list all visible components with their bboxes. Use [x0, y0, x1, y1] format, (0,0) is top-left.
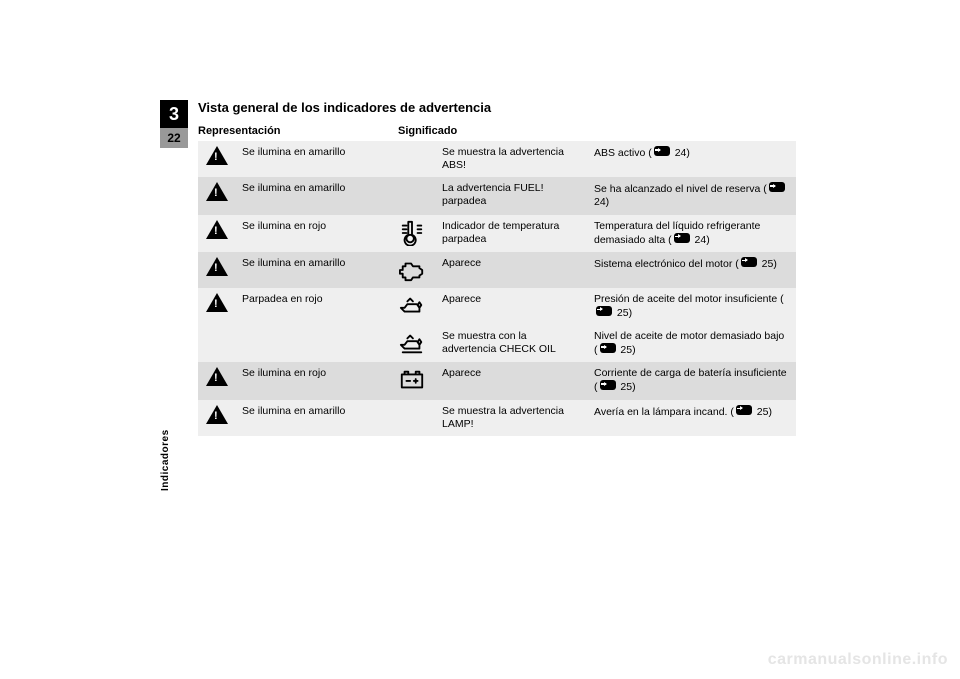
warning-triangle-icon: [198, 252, 236, 288]
meaning-text: Corriente de carga de batería insuficien…: [588, 362, 796, 399]
table-row: Se muestra con la advertencia CHECK OILN…: [198, 325, 796, 362]
light-behavior-text: Se ilumina en amarillo: [236, 252, 388, 288]
table-row: Se ilumina en amarillo Se muestra la adve…: [198, 141, 796, 177]
meaning-text: Presión de aceite del motor insuficiente…: [588, 288, 796, 325]
chapter-tab: 3: [160, 100, 188, 128]
warning-triangle-icon: [198, 362, 236, 399]
warning-triangle-icon: [198, 288, 236, 325]
warning-triangle-icon: [198, 325, 236, 362]
warning-triangle-icon: [198, 215, 236, 252]
indicator-label: Se muestra la advertencia ABS!: [436, 141, 588, 177]
meaning-text: Se ha alcanzado el nivel de reserva ( 24…: [588, 177, 796, 214]
page-ref-icon: [600, 343, 616, 353]
light-behavior-text: Se ilumina en rojo: [236, 215, 388, 252]
warning-triangle-icon: [198, 141, 236, 177]
oil-icon: [388, 288, 436, 325]
light-behavior-text: Se ilumina en amarillo: [236, 141, 388, 177]
column-headers: Representación Significado: [198, 121, 796, 141]
warning-triangle-icon: [198, 177, 236, 214]
no-icon: [388, 400, 436, 436]
col-meaning: Significado: [398, 125, 457, 137]
page-ref-icon: [736, 405, 752, 415]
table-row: Se ilumina en amarillo ApareceSistema el…: [198, 252, 796, 288]
indicator-label: Se muestra con la advertencia CHECK OIL: [436, 325, 588, 362]
table-row: Se ilumina en amarillo La advertencia FUE…: [198, 177, 796, 214]
light-behavior-text: [236, 325, 388, 362]
page-ref-icon: [769, 182, 785, 192]
watermark: carmanualsonline.info: [768, 651, 948, 669]
light-behavior-text: Parpadea en rojo: [236, 288, 388, 325]
meaning-text: Nivel de aceite de motor demasiado bajo …: [588, 325, 796, 362]
warning-indicators-table: Se ilumina en amarillo Se muestra la adve…: [198, 141, 796, 436]
page-ref-icon: [674, 233, 690, 243]
light-behavior-text: Se ilumina en rojo: [236, 362, 388, 399]
engine-icon: [388, 252, 436, 288]
oilcheck-icon: [388, 325, 436, 362]
warning-triangle-icon: [198, 400, 236, 436]
table-row: Se ilumina en rojo Indicador de temperat…: [198, 215, 796, 252]
indicator-label: La advertencia FUEL! parpadea: [436, 177, 588, 214]
table-row: Se ilumina en amarillo Se muestra la adve…: [198, 400, 796, 436]
page-ref-icon: [600, 380, 616, 390]
meaning-text: Avería en la lámpara incand. ( 25): [588, 400, 796, 436]
col-representation: Representación: [198, 125, 398, 137]
table-row: Parpadea en rojo AparecePresión de aceit…: [198, 288, 796, 325]
side-section-title: Indicadores: [160, 360, 188, 560]
indicator-label: Se muestra la advertencia LAMP!: [436, 400, 588, 436]
page-ref-icon: [654, 146, 670, 156]
page-title: Vista general de los indicadores de adve…: [198, 100, 796, 115]
light-behavior-text: Se ilumina en amarillo: [236, 177, 388, 214]
indicator-label: Indicador de temperatura parpadea: [436, 215, 588, 252]
indicator-label: Aparece: [436, 362, 588, 399]
indicator-label: Aparece: [436, 288, 588, 325]
battery-icon: [388, 362, 436, 399]
meaning-text: Temperatura del líquido refrigerante dem…: [588, 215, 796, 252]
indicator-label: Aparece: [436, 252, 588, 288]
page-ref-icon: [741, 257, 757, 267]
no-icon: [388, 141, 436, 177]
meaning-text: Sistema electrónico del motor ( 25): [588, 252, 796, 288]
no-icon: [388, 177, 436, 214]
page-ref-icon: [596, 306, 612, 316]
table-row: Se ilumina en rojo ApareceCorriente de c…: [198, 362, 796, 399]
light-behavior-text: Se ilumina en amarillo: [236, 400, 388, 436]
temp-icon: [388, 215, 436, 252]
meaning-text: ABS activo ( 24): [588, 141, 796, 177]
page-number: 22: [160, 128, 188, 148]
